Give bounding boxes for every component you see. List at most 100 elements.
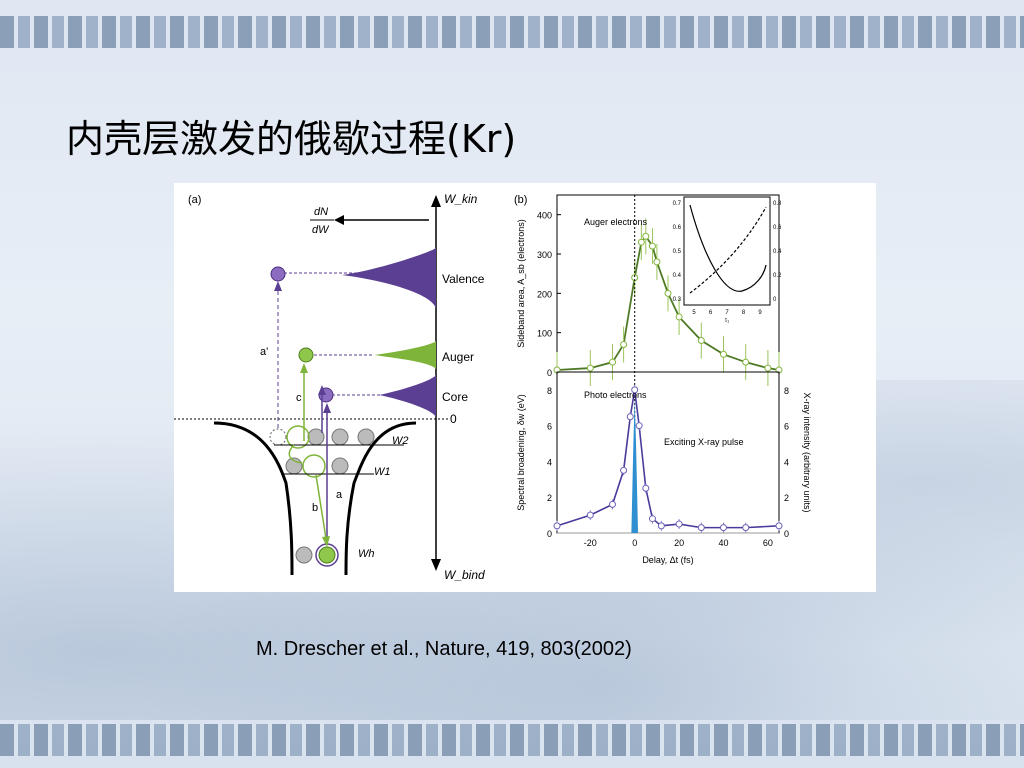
arrow-a-prime-label: a'	[260, 346, 268, 358]
auger-point	[742, 358, 750, 366]
arrow-c-label: c	[296, 392, 302, 404]
electron-w2-3	[357, 428, 375, 446]
inset-ytick-left-label: 0.3	[673, 297, 682, 303]
zero-label: 0	[450, 412, 457, 426]
excitation-ring-w1	[302, 454, 326, 478]
core-peak	[379, 375, 436, 417]
photo-point	[609, 500, 616, 508]
bottom-xtick-label: 40	[718, 538, 728, 548]
auger-point	[664, 289, 672, 297]
inset-frame	[683, 196, 771, 306]
bottom-y2tick-label: 8	[784, 386, 789, 396]
photo-point	[626, 413, 634, 421]
electron-wh-1	[295, 546, 313, 564]
dndw-denominator: dW	[312, 224, 330, 236]
w1-label: W1	[374, 466, 391, 478]
auger-point	[642, 232, 650, 240]
inset-ytick-left-label: 0.4	[673, 273, 682, 279]
valence-label: Valence	[442, 272, 485, 286]
auger-point	[620, 340, 628, 348]
core-label: Core	[442, 390, 468, 404]
photo-point	[635, 422, 643, 430]
dndw-arrow-icon	[334, 215, 344, 225]
auger-point	[653, 258, 661, 266]
photo-point	[586, 511, 594, 519]
wh-label: Wh	[358, 548, 375, 560]
auger-point	[637, 238, 645, 246]
inset-solid-curve	[689, 204, 767, 292]
potential-well-right	[344, 421, 417, 576]
inset-ytick-right-label: 0.6	[773, 225, 782, 231]
auger-label: Auger	[442, 350, 474, 364]
inset-xtick-label: 9	[758, 310, 762, 316]
bottom-ytick-label: 8	[547, 386, 552, 396]
auger-point	[764, 364, 772, 372]
slide-title: 内壳层激发的俄歇过程(Kr)	[66, 117, 517, 161]
arrow-relax-curve	[288, 444, 303, 464]
valence-peak	[342, 248, 436, 308]
inset-ytick-right-label: 0.4	[773, 249, 782, 255]
auger-point	[697, 337, 705, 345]
arrow-b-line	[315, 474, 328, 546]
inset-xtick-label: 7	[725, 310, 729, 316]
bottom-y2label: X-ray intensity (arbitrary units)	[802, 392, 812, 512]
top-ytick-label: 200	[537, 289, 552, 299]
bottom-xlabel: Delay, Δt (fs)	[642, 555, 693, 565]
electron-valence	[270, 266, 286, 282]
bottom-xtick-label: -20	[584, 538, 597, 548]
photo-point	[657, 522, 665, 530]
auger-annotation: Auger electrons	[584, 217, 648, 227]
bottom-ytick-label: 6	[547, 422, 552, 432]
bottom-ytick-label: 2	[547, 493, 552, 503]
electron-w1-2	[331, 457, 349, 475]
dndw-numerator: dN	[314, 206, 328, 218]
photo-point	[631, 386, 639, 394]
axis-bottom-label: W_bind	[444, 568, 485, 582]
bottom-xtick-label: 60	[763, 538, 773, 548]
bottom-y2tick-label: 6	[784, 422, 789, 432]
axis-top-label: W_kin	[444, 192, 478, 206]
axis-arrow-up-icon	[431, 195, 441, 207]
potential-well-left	[213, 421, 294, 576]
xray-pulse	[631, 398, 639, 533]
xray-annotation: Exciting X-ray pulse	[664, 437, 744, 447]
auger-series-line	[556, 234, 780, 371]
electron-wh-2	[318, 546, 336, 564]
bottom-y2tick-label: 0	[784, 529, 789, 539]
top-ytick-label: 100	[537, 329, 552, 339]
w2-label: W2	[392, 435, 409, 447]
photo-point	[697, 524, 705, 532]
photo-point	[553, 522, 561, 530]
top-decorative-band	[0, 16, 1024, 48]
inset-xtick-label: 8	[742, 310, 746, 316]
photo-annotation: Photo electrons	[584, 390, 647, 400]
inset-ytick-right-label: 0.8	[773, 201, 782, 207]
inset-xtick-label: 5	[692, 310, 696, 316]
inset-dashed-curve	[689, 206, 767, 294]
arrow-b-icon	[322, 536, 330, 547]
bottom-ytick-label: 0	[547, 529, 552, 539]
bottom-decorative-band	[0, 724, 1024, 756]
panel-b-label: (b)	[514, 194, 527, 206]
top-ytick-label: 300	[537, 250, 552, 260]
electron-w2-2	[331, 428, 349, 446]
bottom-y2tick-label: 2	[784, 493, 789, 503]
bottom-ytick-label: 4	[547, 457, 552, 467]
bottom-xtick-label: 20	[674, 538, 684, 548]
bottom-ylabel: Spectral broadening, δw (eV)	[516, 394, 526, 511]
inset-ytick-right-label: 0	[773, 297, 777, 303]
inset-ytick-right-label: 0.2	[773, 273, 782, 279]
top-ylabel: Sideband area, A_sb (electrons)	[516, 219, 526, 348]
auger-point	[720, 350, 727, 358]
auger-peak	[374, 341, 436, 369]
panel-a-label: (a)	[188, 194, 201, 206]
electron-auger	[298, 347, 314, 363]
excitation-ring-w2	[286, 425, 310, 449]
figure-panel: (a) W_kin W_bind dN dW Valence Auger Cor…	[174, 183, 876, 592]
inset-xlabel: τ₁	[725, 318, 729, 324]
bottom-xtick-label: 0	[632, 538, 637, 548]
auger-point	[675, 313, 683, 321]
photo-series-line	[556, 389, 780, 529]
photo-point	[775, 522, 783, 530]
